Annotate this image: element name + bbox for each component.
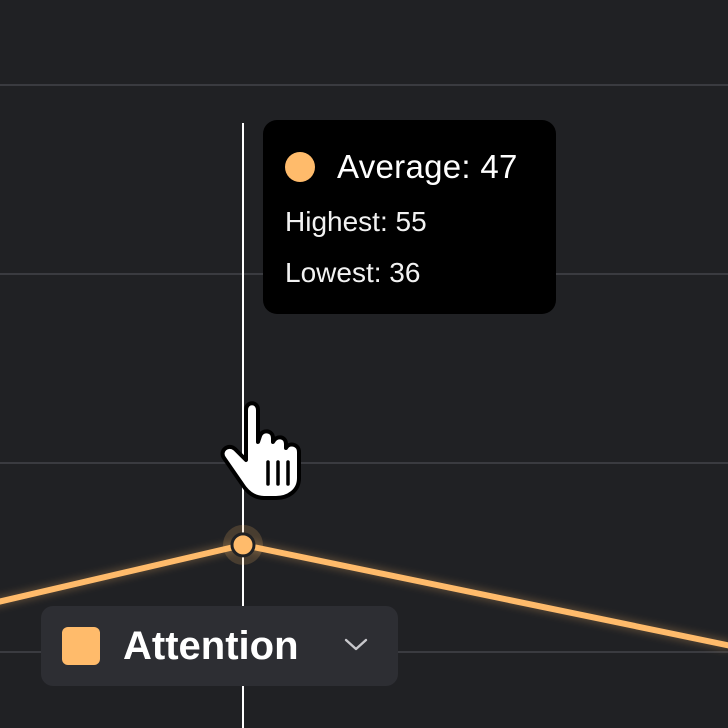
tooltip-average: Average: 47 [337,148,518,185]
hand-pointer-icon [220,401,301,500]
tooltip-highest: Highest: 55 [285,206,427,237]
legend-swatch [62,627,100,665]
tooltip-average-row: Average: 47 [285,148,518,186]
data-point-active[interactable] [230,532,256,558]
data-tooltip: Average: 47 Highest: 55 Lowest: 36 [263,120,556,314]
chevron-down-icon [344,638,368,651]
series-color-dot [285,152,315,182]
series-layer [0,524,728,651]
legend-dropdown[interactable]: Attention [41,606,398,686]
tooltip-lowest: Lowest: 36 [285,257,421,288]
legend-label: Attention [123,623,299,668]
